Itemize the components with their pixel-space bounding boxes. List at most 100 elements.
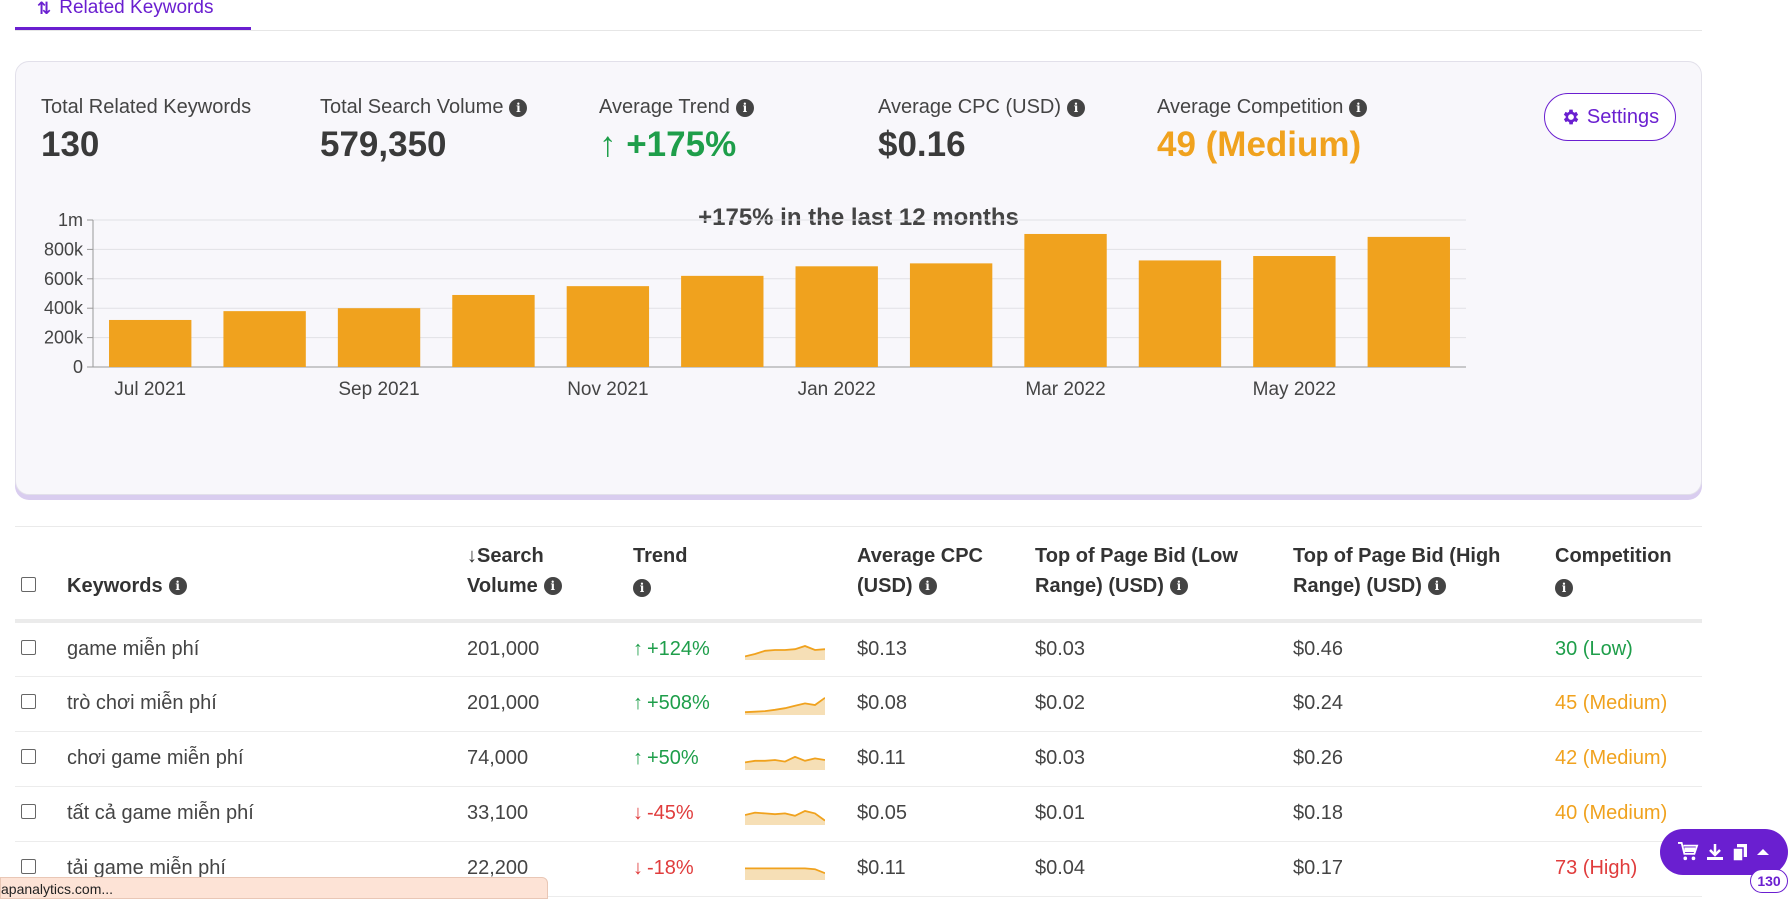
table-header-row: Keywords i ↓Search Volume i Trend i Averag… (15, 526, 1702, 622)
trend-value: +508% (647, 692, 710, 714)
info-icon[interactable]: i (633, 579, 651, 597)
tab-related-keywords[interactable]: ⇅ Related Keywords (15, 0, 251, 30)
info-icon[interactable]: i (543, 577, 562, 595)
stat-label: Total Search Volume (320, 96, 504, 118)
bid-high-cell: $0.26 (1287, 731, 1549, 787)
col-average-cpc[interactable]: Average CPC (USD) i (851, 527, 1029, 622)
info-icon[interactable]: i (1427, 577, 1446, 595)
info-icon[interactable]: i (918, 577, 937, 595)
trend-up-arrow-icon: ↑ (633, 747, 643, 769)
chart-bar[interactable] (1367, 236, 1450, 367)
chart-bar[interactable] (909, 263, 993, 367)
x-tick-label: Mar 2022 (1025, 379, 1105, 400)
info-icon[interactable]: i (168, 577, 187, 595)
info-icon[interactable]: i (1555, 579, 1573, 597)
sparkline-line (744, 696, 826, 713)
competition-cell: 40 (Medium) (1549, 786, 1702, 842)
select-all-checkbox[interactable] (21, 577, 36, 592)
chart-title: +175% in the last 12 months (698, 204, 1019, 231)
bid-high-cell: $0.18 (1287, 786, 1549, 842)
stat-label: Average CPC (USD) (878, 96, 1062, 118)
bid-low-cell: $0.03 (1029, 621, 1287, 677)
gear-icon (1563, 109, 1579, 125)
trend-value: -45% (647, 802, 694, 824)
chart-bar[interactable] (795, 266, 878, 367)
trend-value: +50% (647, 747, 699, 769)
copy-icon[interactable] (1731, 842, 1749, 862)
swap-vertical-icon: ⇅ (37, 0, 52, 18)
info-icon[interactable]: i (1349, 98, 1368, 117)
bulk-actions-button[interactable] (1660, 829, 1788, 875)
x-tick-label: Nov 2021 (567, 379, 648, 400)
trend-up-arrow-icon: ↑ (633, 692, 643, 714)
row-checkbox[interactable] (21, 804, 36, 819)
stat-average-cpc: Average CPC (USD) i $0.16 (878, 96, 1086, 165)
table-row[interactable]: tất cả game miễn phí 33,100 ↓ -45% $0.05 $0.0… (15, 786, 1702, 842)
cpc-cell: $0.11 (851, 841, 1029, 897)
col-search-volume[interactable]: ↓Search Volume i (461, 527, 627, 622)
chevron-up-icon[interactable] (1755, 845, 1771, 859)
sparkline-line (744, 809, 826, 822)
trend-cell: ↓ -18% (627, 841, 851, 897)
col-cpc-label-2: (USD) (857, 575, 913, 597)
trend-cell: ↑ +508% (627, 676, 851, 732)
bid-high-cell: $0.46 (1287, 621, 1549, 677)
stat-label: Average Trend (599, 96, 730, 118)
chart-bar[interactable] (1253, 256, 1336, 367)
info-icon[interactable]: i (1067, 98, 1086, 117)
chart-bar[interactable] (109, 319, 192, 367)
col-bid-low-label-2: Range) (USD) (1035, 575, 1164, 597)
table-row[interactable]: tải game miễn phí 22,200 ↓ -18% $0.11 $0.04 $0… (15, 841, 1702, 897)
col-cpc-label: Average CPC (857, 545, 983, 567)
chart-bar[interactable] (1138, 260, 1222, 367)
sparkline-area (745, 697, 825, 715)
col-bid-high[interactable]: Top of Page Bid (High Range) (USD) i (1287, 527, 1549, 622)
info-icon[interactable]: i (735, 98, 754, 117)
competition-cell: 45 (Medium) (1549, 676, 1702, 732)
keyword-cell[interactable]: chơi game miễn phí (61, 731, 461, 787)
table-row[interactable]: chơi game miễn phí 74,000 ↑ +50% $0.11 $0.03 $… (15, 731, 1702, 787)
col-bid-low[interactable]: Top of Page Bid (Low Range) (USD) i (1029, 527, 1287, 622)
trend-cell: ↑ +124% (627, 621, 851, 677)
chart-bar[interactable] (1024, 233, 1107, 367)
volume-cell: 201,000 (461, 621, 627, 677)
col-trend[interactable]: Trend i (627, 527, 851, 622)
col-search-volume-label: Search (477, 545, 544, 567)
y-tick-label: 800k (44, 239, 84, 259)
keyword-cell[interactable]: trò chơi miễn phí (61, 676, 461, 732)
tab-label: Related Keywords (59, 0, 214, 18)
table-row[interactable]: game miễn phí 201,000 ↑ +124% $0.13 $0.03 $0.4… (15, 621, 1702, 677)
trend-down-arrow-icon: ↓ (633, 802, 643, 824)
y-tick-label: 0 (73, 357, 83, 377)
bid-low-cell: $0.04 (1029, 841, 1287, 897)
chart-bar[interactable] (681, 275, 764, 367)
y-tick-label: 1m (58, 210, 83, 230)
trend-sparkline (744, 809, 826, 825)
row-checkbox[interactable] (21, 749, 36, 764)
volume-bar-chart: 0 200k 400k 600k 800k 1m Jul 2021 Sep 2021 Nov 2… (44, 210, 1466, 400)
info-icon[interactable]: i (1169, 577, 1188, 595)
keyword-cell[interactable]: tất cả game miễn phí (61, 786, 461, 842)
cart-icon[interactable] (1677, 842, 1699, 862)
row-checkbox[interactable] (21, 859, 36, 874)
keyword-cell[interactable]: game miễn phí (61, 621, 461, 677)
chart-bar[interactable] (223, 311, 306, 367)
row-checkbox[interactable] (21, 694, 36, 709)
info-icon[interactable]: i (509, 98, 528, 117)
col-competition[interactable]: Competition i (1549, 527, 1702, 622)
download-icon[interactable] (1705, 842, 1725, 862)
row-checkbox[interactable] (21, 639, 36, 655)
x-tick-label: Jan 2022 (798, 379, 876, 400)
keywords-table: Keywords i ↓Search Volume i Trend i Averag… (15, 526, 1702, 897)
col-keywords[interactable]: Keywords i (61, 527, 461, 622)
table-row[interactable]: trò chơi miễn phí 201,000 ↑ +508% $0.08 $0.02… (15, 676, 1702, 732)
settings-button[interactable]: Settings (1544, 93, 1676, 141)
stat-value: $0.16 (878, 125, 966, 164)
col-bid-high-label: Top of Page Bid (High (1293, 545, 1501, 567)
chart-bar[interactable] (566, 286, 650, 367)
chart-bar[interactable] (452, 294, 535, 367)
stat-value: +175% (626, 125, 737, 164)
chart-bar[interactable] (337, 308, 421, 367)
trend-cell: ↓ -45% (627, 786, 851, 842)
trend-sparkline (744, 645, 826, 661)
